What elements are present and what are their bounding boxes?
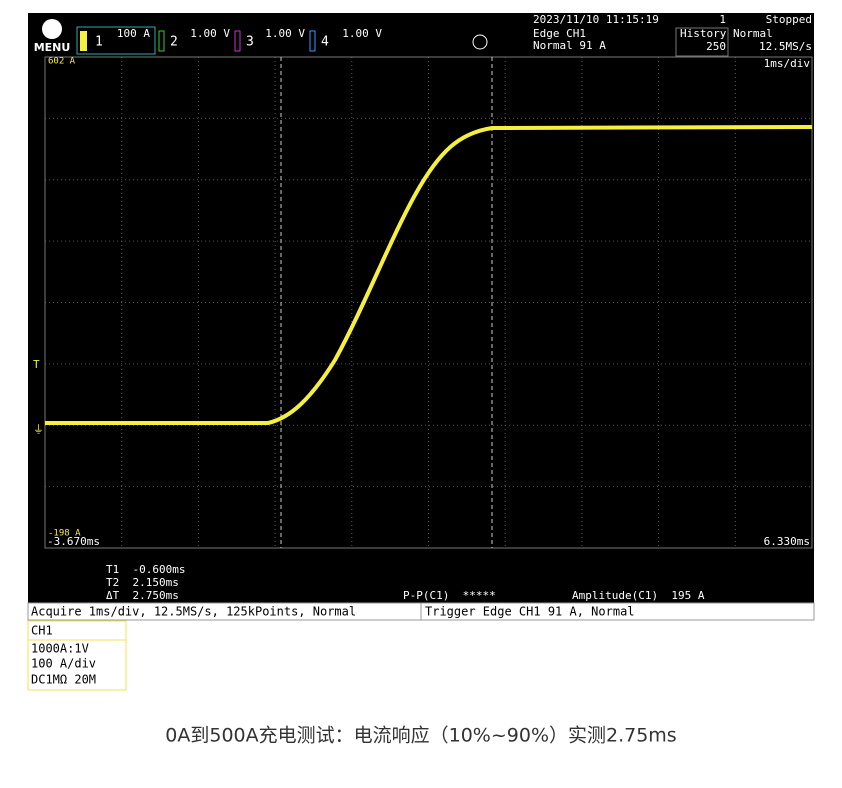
ch4-color	[309, 30, 316, 52]
ch-scale: 1.00 V	[190, 27, 230, 40]
ch-scale: 100 A	[117, 27, 150, 40]
channel-info-line: 1000A:1V	[31, 642, 89, 656]
timebase: 1ms/div	[764, 57, 811, 70]
amplitude-measure: Amplitude(C1) 195 A	[572, 589, 705, 602]
acq-count: 1	[719, 13, 726, 26]
zoom-icon[interactable]	[472, 34, 488, 50]
ch-number: 2	[170, 35, 178, 50]
history-value: 250	[706, 40, 726, 53]
trigger-type: Edge CH1	[533, 27, 586, 40]
ch-scale: 1.00 V	[342, 27, 382, 40]
ground-marker: ⏚	[33, 423, 44, 436]
cursor-dt-value: ΔT 2.750ms	[106, 589, 179, 602]
menu-icon[interactable]	[42, 19, 62, 39]
cursor-t2-value: T2 2.150ms	[106, 576, 179, 589]
trigger-level: Normal 91 A	[533, 39, 606, 52]
menu-label[interactable]: MENU	[34, 41, 71, 54]
ch3-color	[234, 30, 241, 52]
trigger-info: Trigger Edge CH1 91 A, Normal	[425, 605, 635, 619]
ch-number: 4	[321, 35, 329, 50]
plot-frame	[44, 56, 813, 549]
sample-rate: 12.5MS/s	[759, 40, 812, 53]
channel-info-line: 100 A/div	[31, 657, 96, 671]
history-box	[675, 27, 729, 57]
trigger-marker: T	[33, 358, 40, 371]
caption: 0A到500A充电测试：电流响应（10%~90%）实测2.75ms	[165, 725, 676, 747]
pp-measure: P-P(C1) *****	[403, 589, 496, 602]
scope-screen	[28, 13, 814, 603]
history-label: History	[680, 27, 727, 40]
bottom-level-label: -198 A	[48, 529, 81, 539]
ch-number: 3	[246, 35, 254, 50]
channel-info-title: CH1	[31, 624, 53, 638]
ch-scale: 1.00 V	[265, 27, 305, 40]
ch1-box[interactable]	[76, 26, 156, 55]
cursor-t1-value: T1 -0.600ms	[106, 563, 185, 576]
left-time: -3.670ms	[47, 535, 100, 548]
ch1-color	[80, 31, 87, 51]
channel-info-box	[27, 620, 127, 691]
ch-number: 1	[95, 35, 103, 50]
ch2-color	[158, 30, 165, 52]
run-state: Stopped	[766, 13, 812, 26]
datetime: 2023/11/10 11:15:19	[533, 13, 659, 26]
channel-info-line: DC1MΩ 20M	[31, 673, 96, 687]
acq-mode: Normal	[733, 27, 773, 40]
right-time: 6.330ms	[764, 535, 810, 548]
acquire-info: Acquire 1ms/div, 12.5MS/s, 125kPoints, N…	[31, 605, 356, 619]
top-level-label: 602 A	[48, 57, 76, 67]
waveform	[45, 125, 813, 425]
